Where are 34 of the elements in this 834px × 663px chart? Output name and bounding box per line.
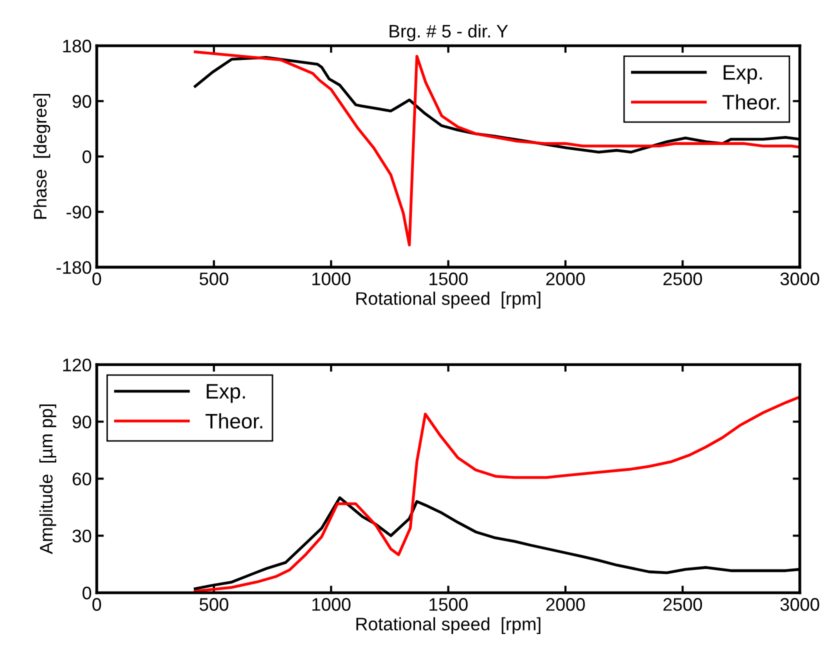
x-tick-label: 500 (200, 598, 228, 611)
x-tick-label: 2000 (546, 272, 585, 286)
y-tick-label: 90 (72, 95, 92, 108)
legend-label: Theor. (206, 413, 262, 429)
x-tick-label: 1000 (312, 272, 350, 286)
chart-title: Brg. # 5 - dir. Y (390, 24, 508, 42)
x-axis-title: Rotational speed [rpm] (356, 617, 540, 634)
y-tick-label: 0 (82, 586, 92, 600)
y-tick-label: 30 (72, 530, 92, 542)
y-tick-label: -90 (66, 206, 92, 219)
y-tick-label: 0 (82, 150, 92, 164)
x-tick-label: 500 (200, 272, 228, 286)
y-tick-label: -180 (56, 261, 92, 274)
x-tick-label: 1500 (430, 598, 468, 611)
x-tick-label: 3000 (780, 598, 820, 611)
x-tick-label: 1000 (312, 598, 350, 611)
y-axis-title: Phase [degree] (33, 94, 50, 219)
y-tick-label: 120 (63, 358, 92, 372)
x-tick-label: 0 (92, 598, 102, 611)
y-tick-label: 90 (72, 416, 92, 428)
x-tick-label: 2500 (663, 272, 702, 286)
x-tick-label: 0 (92, 272, 102, 286)
x-tick-label: 3000 (780, 272, 820, 286)
legend-label: Theor. (722, 94, 780, 110)
x-tick-label: 2000 (546, 598, 585, 611)
x-tick-label: 2500 (663, 598, 702, 611)
legend-label: Exp. (206, 384, 245, 403)
x-axis-title: Rotational speed [rpm] (356, 292, 540, 308)
y-tick-label: 180 (63, 40, 92, 52)
y-tick-label: 60 (72, 472, 92, 486)
x-tick-label: 1500 (430, 272, 468, 286)
line-series (194, 50, 800, 246)
legend-label: Exp. (724, 65, 762, 84)
y-axis-title: Amplitude [µm pp] (39, 404, 56, 554)
